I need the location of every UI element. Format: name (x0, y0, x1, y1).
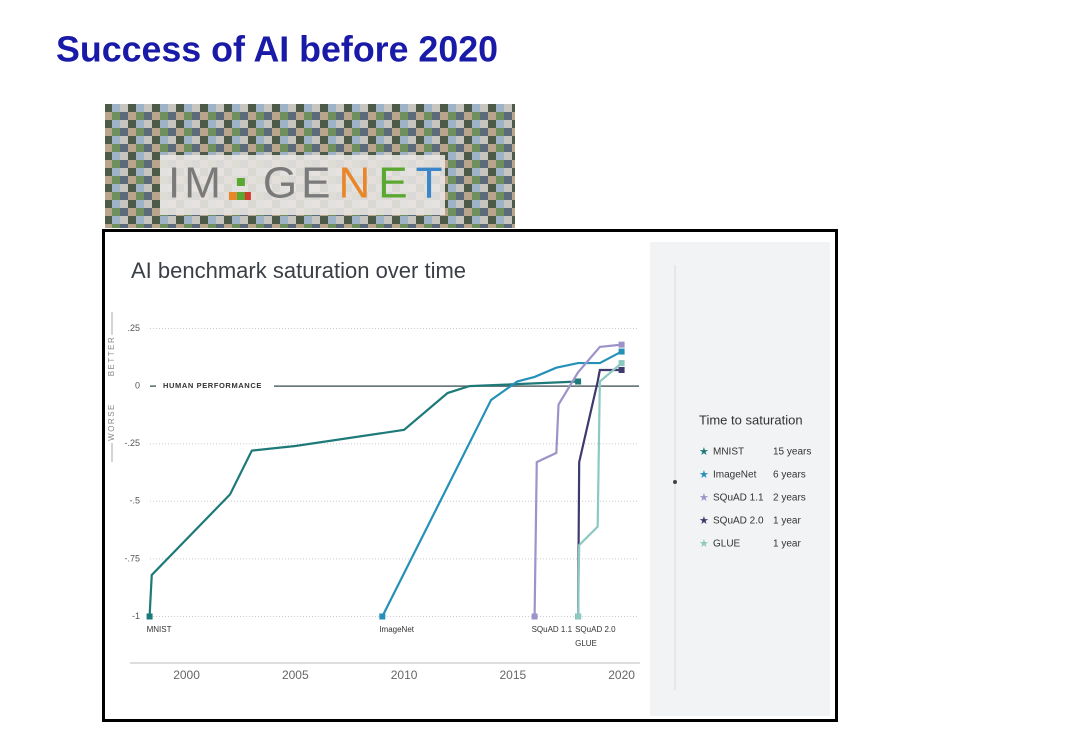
slide-title: Success of AI before 2020 (56, 29, 498, 70)
legend-name: ImageNet (713, 470, 757, 481)
legend-title: Time to saturation (699, 412, 803, 427)
reference-label: HUMAN PERFORMANCE (163, 381, 262, 390)
better-label: BETTER (107, 336, 116, 377)
series-start-label: MNIST (147, 625, 172, 634)
logo-backdrop (160, 155, 445, 215)
series-line (576, 368, 622, 617)
y-tick-label: 0 (135, 380, 140, 390)
legend-duration: 1 year (773, 539, 801, 550)
y-tick-label: -.75 (124, 553, 140, 563)
series-line (576, 362, 623, 617)
x-tick-label: 2005 (282, 668, 309, 682)
y-tick-label: -.5 (129, 496, 140, 506)
series-end-marker (146, 613, 153, 620)
logo-dot (236, 178, 245, 186)
series-line (533, 343, 622, 617)
x-tick-label: 2020 (608, 668, 635, 682)
series-end-marker (531, 613, 538, 620)
y-tick-label: -.25 (124, 438, 140, 448)
series-start-label: SQuAD 1.1 (532, 625, 573, 634)
series-start-label: ImageNet (379, 625, 414, 634)
series-line (148, 380, 579, 617)
series-start-label: GLUE (575, 639, 597, 648)
legend-marker: ★ (699, 515, 709, 527)
legend-duration: 6 years (773, 470, 806, 481)
logo-letters: T (416, 159, 447, 208)
series-end-marker (618, 341, 625, 348)
legend-marker: ★ (699, 469, 709, 481)
series-start-label: SQuAD 2.0 (575, 625, 616, 634)
series-end-marker (618, 366, 625, 373)
legend-dot (673, 480, 677, 484)
x-tick-label: 2010 (391, 668, 418, 682)
reference-label-bg (156, 379, 274, 394)
legend-marker: ★ (699, 538, 709, 550)
logo-letters: E (378, 159, 411, 208)
worse-label: WORSE (107, 403, 116, 441)
logo-letters: GE (263, 159, 335, 208)
y-tick-label: .25 (127, 323, 140, 333)
imagenet-logo: IM GE N E T (168, 159, 447, 208)
series-end-marker (575, 613, 582, 620)
legend-name: GLUE (713, 539, 741, 550)
legend-marker: ★ (699, 492, 709, 504)
logo-letters: N (338, 159, 374, 208)
logo-dot (236, 192, 245, 200)
logo-dot (242, 192, 251, 200)
series-end-marker (618, 348, 625, 355)
legend-duration: 1 year (773, 516, 801, 527)
legend-name: MNIST (713, 447, 744, 458)
chart-title: AI benchmark saturation over time (131, 258, 466, 283)
legend-name: SQuAD 2.0 (713, 516, 764, 527)
logo-letters: IM (168, 159, 225, 208)
series-end-marker (618, 360, 625, 367)
logo-dot (228, 192, 237, 200)
legend-duration: 15 years (773, 447, 811, 458)
x-tick-label: 2015 (499, 668, 526, 682)
legend-panel (650, 242, 830, 716)
series-end-marker (379, 613, 386, 620)
series-end-marker (575, 378, 582, 385)
legend-name: SQuAD 1.1 (713, 493, 764, 504)
y-tick-label: -1 (132, 611, 140, 621)
series-line (381, 350, 623, 617)
x-tick-label: 2000 (173, 668, 200, 682)
legend-marker: ★ (699, 446, 709, 458)
legend-duration: 2 years (773, 493, 806, 504)
